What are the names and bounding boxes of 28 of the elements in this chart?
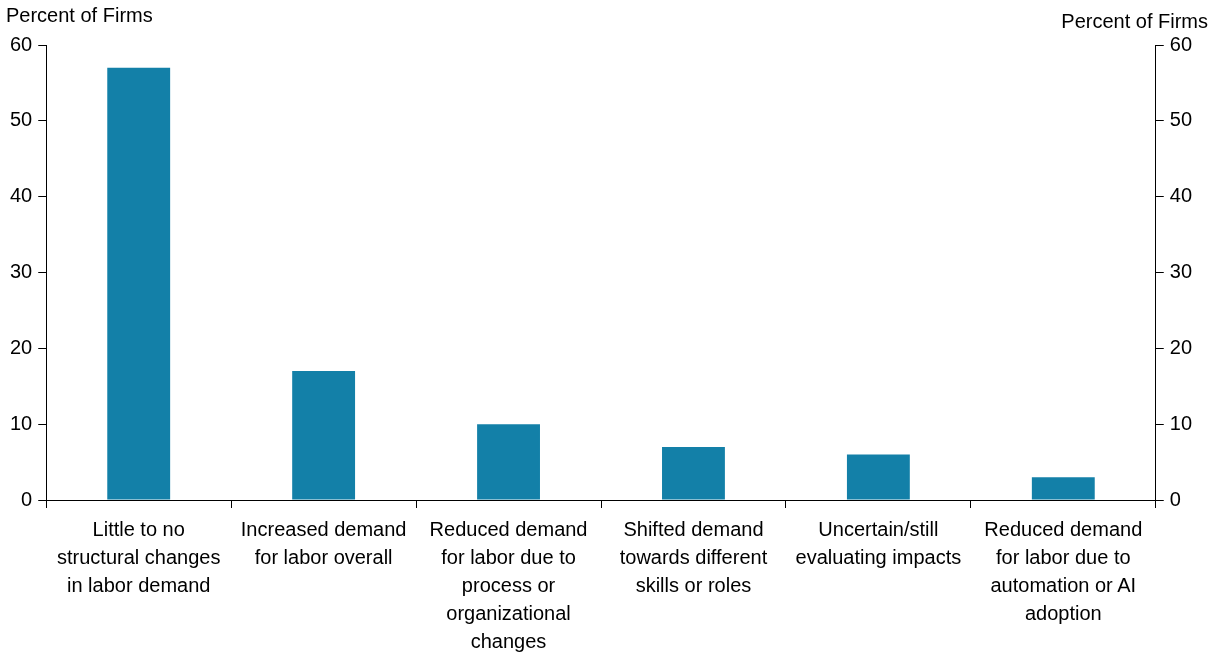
y-axis-title: Percent of Firms — [6, 3, 153, 26]
y2-tick-label: 20 — [1169, 335, 1192, 358]
y-tick-label: 50 — [10, 108, 33, 131]
y-tick-label: 0 — [21, 487, 33, 510]
x-tick-label: Reduced demand for labor due to process or organizational changes — [429, 517, 588, 652]
x-tick-label: Reduced demand for labor due to automation or AI adoption — [984, 517, 1143, 624]
x-tick-label: Shifted demand towards different skills or roles — [619, 517, 768, 596]
y2-tick-label: 50 — [1169, 108, 1192, 131]
bar — [846, 454, 910, 500]
y2-axis-title: Percent of Firms — [1061, 9, 1208, 32]
x-tick-label: Uncertain/still evaluating impacts — [795, 517, 962, 568]
bar — [292, 371, 356, 500]
y2-tick-label: 60 — [1169, 32, 1192, 55]
y-tick-label: 30 — [10, 260, 33, 283]
y2-tick-label: 30 — [1169, 260, 1192, 283]
bar — [1031, 477, 1095, 500]
y-tick-label: 10 — [10, 411, 33, 434]
bar — [107, 67, 171, 500]
bar — [662, 446, 725, 500]
x-tick-label: Little to no structural changes in labor demand — [56, 517, 221, 596]
x-tick-label: Increased demand for labor overall — [240, 517, 407, 568]
y2-tick-label: 10 — [1169, 411, 1192, 434]
y-tick-label: 40 — [10, 184, 33, 207]
y2-tick-label: 0 — [1169, 487, 1181, 510]
y2-tick-label: 40 — [1169, 184, 1192, 207]
bar — [477, 424, 540, 500]
y-tick-label: 20 — [10, 335, 33, 358]
y-tick-label: 60 — [10, 32, 33, 55]
